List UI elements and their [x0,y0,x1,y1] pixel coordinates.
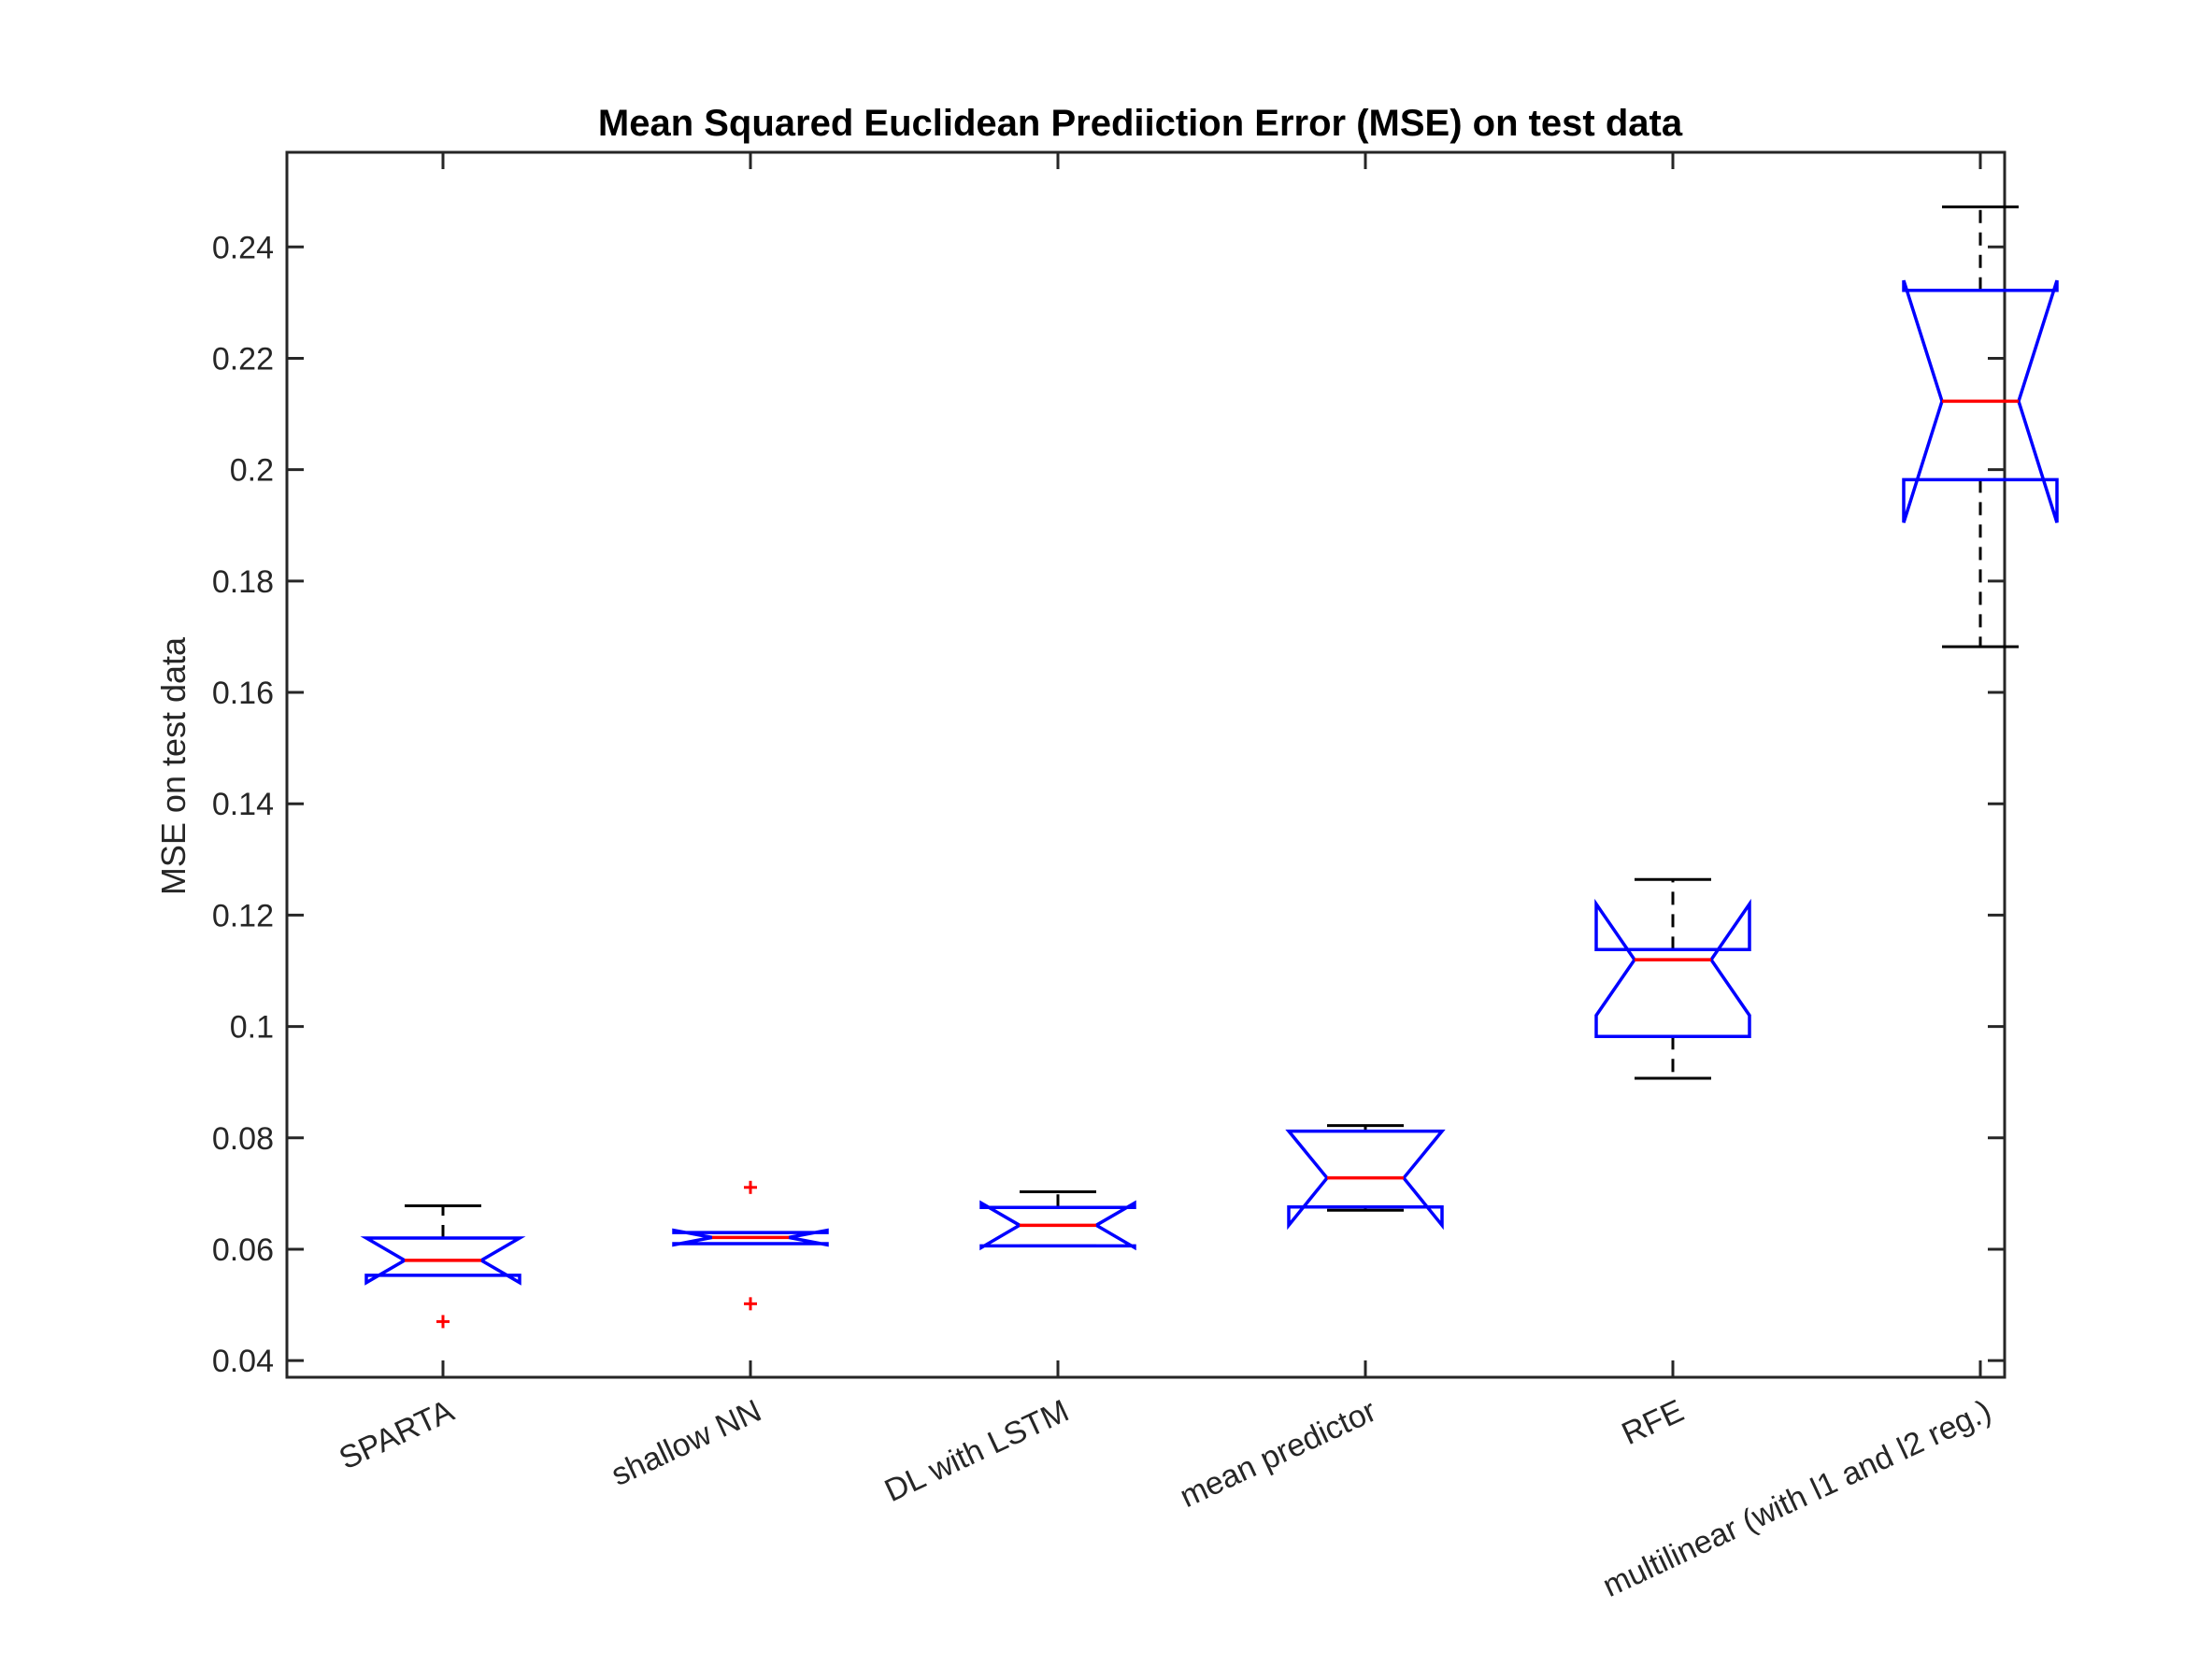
y-tick-label: 0.22 [212,341,274,377]
y-tick-label: 0.1 [230,1010,274,1046]
axes-frame [285,150,2006,1379]
notched-box [672,1228,829,1247]
y-axis-ticks: 0.04 0.06 0.08 0.1 0.12 0.14 0.16 0.18 0.2 0.22 0.… [212,230,2005,1379]
y-tick-label: 0.12 [212,898,274,933]
box-group [1902,205,2059,648]
y-tick-label: 0.14 [212,787,274,822]
notched-box [979,1200,1136,1251]
x-tick-label: SPARTA [334,1393,460,1477]
y-tick-label: 0.08 [212,1121,274,1157]
y-tick-label: 0.04 [212,1344,274,1379]
y-tick-label: 0.24 [212,230,274,265]
x-axis-ticks: SPARTA shallow NN DL with LSTM mean predict… [334,152,1996,1604]
plot-area: 0.04 0.06 0.08 0.1 0.12 0.14 0.16 0.18 0.2 0.22 0.… [212,150,2059,1604]
y-tick-label: 0.2 [230,453,274,489]
y-tick-label: 0.06 [212,1232,274,1268]
x-tick-label: shallow NN [606,1393,766,1493]
box-group [979,1190,1136,1251]
notched-box [1285,1129,1446,1231]
notched-box [360,1236,526,1286]
boxes [360,205,2059,1329]
notched-box [1594,898,1751,1039]
y-tick-label: 0.16 [212,676,274,711]
box-group [672,1180,829,1311]
x-tick-label: mean predictor [1175,1393,1382,1515]
notched-box [1902,279,2059,523]
y-axis-label: MSE on test data [154,636,193,895]
y-tick-label: 0.18 [212,564,274,600]
chart-title: Mean Squared Euclidean Prediiction Error… [598,103,1683,144]
x-tick-label: RFE [1617,1393,1690,1452]
box-group [1594,877,1751,1080]
box-group [360,1203,526,1329]
x-tick-label: DL with LSTM [879,1393,1074,1509]
box-group [1285,1124,1446,1231]
